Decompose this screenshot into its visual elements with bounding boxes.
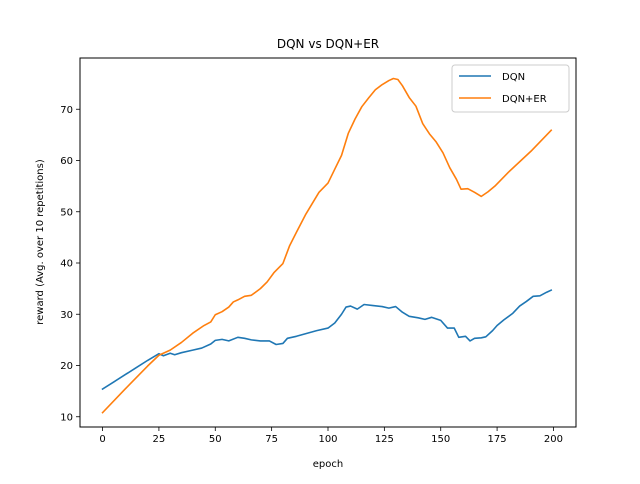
y-tick-label: 60: [60, 156, 73, 167]
x-tick-label: 25: [153, 434, 166, 445]
x-tick-label: 125: [375, 434, 394, 445]
series-line-dqn: [101, 289, 553, 391]
y-axis-label: reward (Avg. over 10 repetitions): [35, 159, 46, 325]
x-tick-label: 175: [488, 434, 507, 445]
y-tick-label: 10: [60, 412, 73, 423]
y-tick-label: 30: [60, 310, 73, 321]
x-tick-label: 150: [431, 434, 450, 445]
legend-label-dqn: DQN: [502, 72, 525, 83]
y-tick-label: 70: [60, 105, 73, 116]
x-axis-label: epoch: [313, 459, 343, 470]
legend-label-dqn-er: DQN+ER: [502, 94, 547, 105]
y-tick-label: 50: [60, 207, 73, 218]
y-tick-label: 20: [60, 361, 73, 372]
x-tick-label: 200: [544, 434, 563, 445]
x-tick-label: 100: [318, 434, 337, 445]
series-line-dqn-er: [101, 77, 553, 414]
x-tick-label: 50: [209, 434, 222, 445]
y-tick-label: 40: [60, 259, 73, 270]
x-tick-label: 75: [265, 434, 278, 445]
x-tick-label: 0: [99, 434, 105, 445]
legend: DQN DQN+ER: [451, 64, 570, 113]
plot-area: [101, 77, 553, 414]
chart-title: DQN vs DQN+ER: [277, 37, 379, 51]
